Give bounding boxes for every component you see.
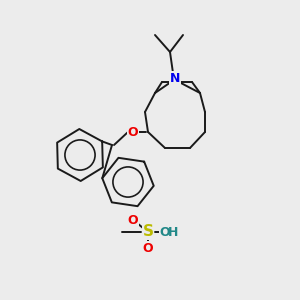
Text: N: N [170, 71, 180, 85]
Text: S: S [142, 224, 154, 239]
Text: O: O [143, 242, 153, 254]
Text: O: O [128, 214, 138, 226]
Text: O: O [160, 226, 170, 238]
Text: O: O [128, 125, 138, 139]
Text: H: H [168, 226, 178, 238]
